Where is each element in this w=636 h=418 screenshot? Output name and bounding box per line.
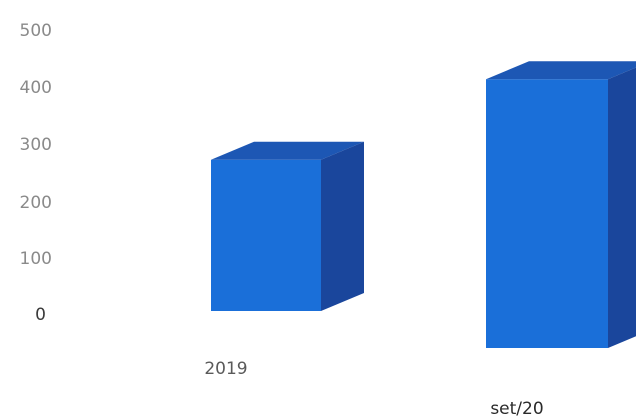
bar-2019 [211, 141, 364, 311]
y-tick-label: 0 [35, 305, 46, 325]
bars [211, 61, 636, 348]
y-tick-label: 400 [20, 78, 52, 98]
bar-front-face [486, 79, 608, 348]
y-tick-label: 200 [20, 193, 52, 213]
bar-side-face [321, 141, 364, 311]
bar-side-face [608, 67, 636, 348]
y-axis: 0 100 200 300 400 500 [20, 21, 52, 325]
bar-top-face [211, 141, 364, 160]
y-tick-label: 100 [20, 249, 52, 269]
bar-set-20 [486, 61, 636, 348]
x-axis: 2019 set/20 [204, 359, 543, 418]
y-tick-label: 300 [20, 135, 52, 155]
x-tick-label: 2019 [204, 359, 247, 379]
x-tick-label: set/20 [490, 399, 543, 418]
bar-front-face [211, 159, 321, 311]
bar-top-face [486, 61, 636, 80]
y-tick-label: 500 [20, 21, 52, 41]
